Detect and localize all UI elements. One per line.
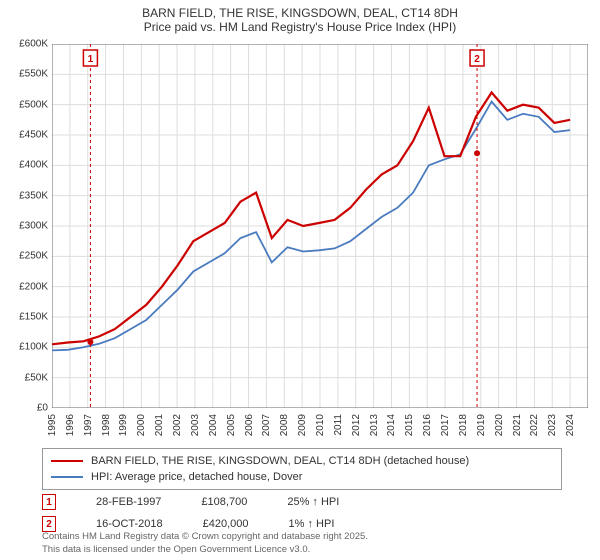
x-tick-label: 2002 — [172, 414, 183, 436]
footer-line-2: This data is licensed under the Open Gov… — [42, 544, 368, 556]
chart-title-2: Price paid vs. HM Land Registry's House … — [0, 20, 600, 38]
x-tick-label: 2001 — [154, 414, 165, 436]
legend: BARN FIELD, THE RISE, KINGSDOWN, DEAL, C… — [42, 448, 562, 490]
y-tick-label: £50K — [4, 372, 48, 383]
y-tick-label: £200K — [4, 281, 48, 292]
plot-area: 12 — [52, 44, 588, 408]
legend-row-red: BARN FIELD, THE RISE, KINGSDOWN, DEAL, C… — [51, 453, 553, 469]
y-tick-label: £250K — [4, 251, 48, 262]
y-tick-label: £100K — [4, 342, 48, 353]
x-tick-label: 2004 — [208, 414, 219, 436]
y-tick-label: £300K — [4, 221, 48, 232]
sale-date-2: 16-OCT-2018 — [96, 518, 163, 530]
sale-marker-2: 2 — [42, 516, 56, 532]
legend-label-blue: HPI: Average price, detached house, Dove… — [91, 471, 302, 483]
x-tick-label: 2009 — [297, 414, 308, 436]
x-tick-label: 1997 — [83, 414, 94, 436]
sale-price-1: £108,700 — [201, 496, 247, 508]
chart-title-1: BARN FIELD, THE RISE, KINGSDOWN, DEAL, C… — [0, 0, 600, 20]
x-tick-label: 2005 — [226, 414, 237, 436]
footer: Contains HM Land Registry data © Crown c… — [42, 531, 368, 556]
sale-row-1: 1 28-FEB-1997 £108,700 25% ↑ HPI — [42, 494, 339, 510]
legend-row-blue: HPI: Average price, detached house, Dove… — [51, 469, 553, 485]
svg-text:1: 1 — [88, 54, 94, 65]
x-tick-label: 2010 — [315, 414, 326, 436]
x-tick-label: 2022 — [529, 414, 540, 436]
x-tick-label: 2017 — [440, 414, 451, 436]
y-tick-label: £0 — [4, 403, 48, 414]
chart-container: £0 £50K £100K £150K £200K £250K £300K £350K £400… — [0, 44, 600, 440]
y-tick-label: £350K — [4, 190, 48, 201]
x-tick-label: 2013 — [369, 414, 380, 436]
y-tick-label: £400K — [4, 160, 48, 171]
legend-swatch-blue — [51, 476, 83, 478]
x-tick-label: 2014 — [386, 414, 397, 436]
x-tick-label: 1999 — [118, 414, 129, 436]
sale-delta-1: 25% ↑ HPI — [287, 496, 339, 508]
y-tick-label: £550K — [4, 69, 48, 80]
x-tick-label: 2011 — [333, 414, 344, 436]
x-tick-label: 2003 — [190, 414, 201, 436]
y-tick-label: £450K — [4, 130, 48, 141]
sale-price-2: £420,000 — [203, 518, 249, 530]
x-tick-label: 1995 — [47, 414, 58, 436]
sale-delta-2: 1% ↑ HPI — [289, 518, 335, 530]
x-tick-label: 2024 — [565, 414, 576, 436]
x-tick-label: 2016 — [422, 414, 433, 436]
x-tick-label: 2007 — [261, 414, 272, 436]
footer-line-1: Contains HM Land Registry data © Crown c… — [42, 531, 368, 543]
y-tick-label: £150K — [4, 312, 48, 323]
svg-text:2: 2 — [474, 54, 480, 65]
x-tick-label: 2021 — [512, 414, 523, 436]
x-tick-label: 2015 — [404, 414, 415, 436]
x-tick-label: 2020 — [494, 414, 505, 436]
y-tick-label: £500K — [4, 99, 48, 110]
x-tick-label: 1996 — [65, 414, 76, 436]
sale-date-1: 28-FEB-1997 — [96, 496, 161, 508]
x-tick-label: 2019 — [476, 414, 487, 436]
sale-marker-1: 1 — [42, 494, 56, 510]
sale-row-2: 2 16-OCT-2018 £420,000 1% ↑ HPI — [42, 516, 334, 532]
legend-swatch-red — [51, 460, 83, 462]
x-tick-label: 2023 — [547, 414, 558, 436]
x-tick-label: 2012 — [351, 414, 362, 436]
legend-label-red: BARN FIELD, THE RISE, KINGSDOWN, DEAL, C… — [91, 455, 469, 467]
x-tick-label: 1998 — [101, 414, 112, 436]
x-tick-label: 2006 — [244, 414, 255, 436]
y-tick-label: £600K — [4, 39, 48, 50]
x-tick-label: 2018 — [458, 414, 469, 436]
x-tick-label: 2000 — [136, 414, 147, 436]
x-tick-label: 2008 — [279, 414, 290, 436]
